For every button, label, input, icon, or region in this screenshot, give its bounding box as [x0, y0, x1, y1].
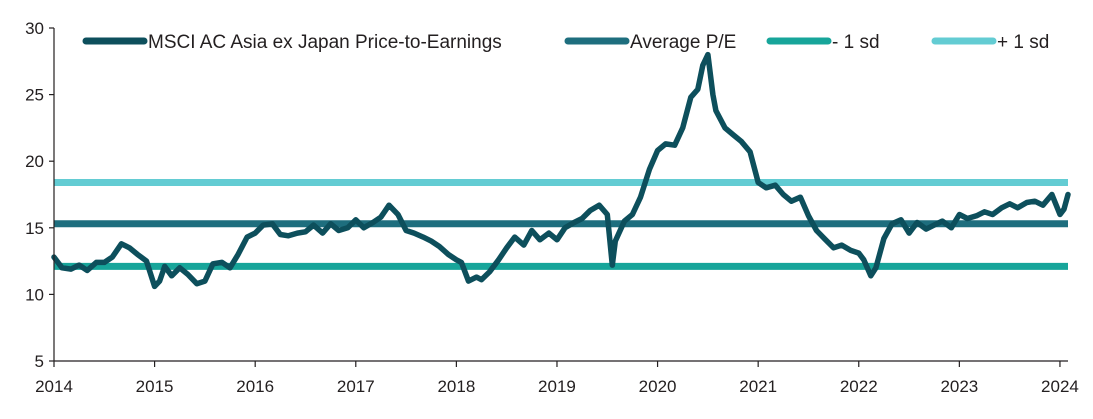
y-tick-label: 10	[25, 285, 44, 304]
legend-item-1-sd: + 1 sd	[931, 32, 1049, 53]
legend-item-average-p-e: Average P/E	[564, 32, 736, 53]
legend-label: MSCI AC Asia ex Japan Price-to-Earnings	[148, 32, 502, 53]
legend-item-msci-ac-asia-ex-japan-price-to-earnings: MSCI AC Asia ex Japan Price-to-Earnings	[82, 32, 502, 53]
series-msci-ac-asia-ex-japan-price-to-earnings	[51, 51, 1071, 290]
axes-layer	[53, 28, 1068, 362]
legend-label: Average P/E	[630, 32, 736, 53]
x-tick-label: 2016	[236, 377, 274, 396]
tick-layer: 5 10 15 20 25 30 2014 2015 2016 2017 2018 2019 2020 2…	[25, 19, 1079, 396]
y-tick-label: 20	[25, 152, 44, 171]
x-tick-label: 2014	[35, 377, 73, 396]
x-tick-label: 2018	[437, 377, 475, 396]
x-tick-label: 2019	[538, 377, 576, 396]
legend-label: - 1 sd	[832, 32, 880, 53]
series-layer	[51, 51, 1071, 290]
x-tick-label: 2023	[940, 377, 978, 396]
x-tick-label: 2017	[337, 377, 375, 396]
legend: MSCI AC Asia ex Japan Price-to-Earnings A…	[82, 32, 1049, 53]
x-tick-label: 2015	[136, 377, 174, 396]
y-tick-label: 5	[35, 352, 44, 371]
x-tick-label: 2021	[739, 377, 777, 396]
x-tick-label: 2022	[840, 377, 878, 396]
y-tick-label: 25	[25, 86, 44, 105]
legend-label: + 1 sd	[997, 32, 1049, 53]
x-tick-label: 2020	[639, 377, 677, 396]
y-tick-label: 30	[25, 19, 44, 38]
y-tick-label: 15	[25, 219, 44, 238]
legend-item-1-sd: - 1 sd	[766, 32, 880, 53]
x-tick-label: 2024	[1041, 377, 1079, 396]
